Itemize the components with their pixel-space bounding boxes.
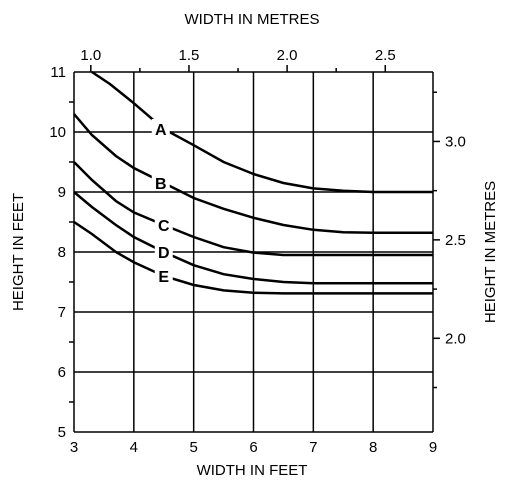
- curve-label-bg: [154, 215, 173, 233]
- y-tick-label: 9: [58, 184, 66, 201]
- curves: A B CDE: [73, 70, 433, 295]
- curve-c: [73, 161, 433, 257]
- curve-label-c: C: [158, 218, 170, 235]
- x2-tick-label: 2.5: [375, 47, 396, 64]
- x2-tick-label: 2.0: [277, 47, 298, 64]
- y-tick-label: 7: [58, 304, 66, 321]
- y2-tick-label: 3.0: [445, 133, 466, 150]
- x-tick-label: 4: [130, 439, 138, 456]
- bottom-axis-title: WIDTH IN FEET: [197, 462, 308, 479]
- curve-d: [73, 191, 433, 285]
- curve-label-bg: [154, 266, 173, 284]
- y2-tick-label: 2.5: [445, 232, 466, 249]
- curve-label-bg: [154, 242, 173, 260]
- x-tick-label: 9: [429, 439, 437, 456]
- curve-label-b: B: [155, 176, 167, 193]
- curve-label-a: A: [155, 122, 167, 139]
- x-tick-label: 8: [369, 439, 377, 456]
- axes: 3 4 5 6 7 8 9 5 6 7 8 9 10 11 1.0 1.5 2.0 2.5 2.0 2.5 3.0: [49, 47, 466, 456]
- curve-b: [73, 113, 433, 235]
- curve-label-d: D: [158, 245, 170, 262]
- right-axis-title: HEIGHT IN METRES: [482, 181, 499, 323]
- y2-tick-label: 2.0: [445, 330, 466, 347]
- y-tick-label: 10: [49, 124, 66, 141]
- x-tick-label: 6: [249, 439, 257, 456]
- x-tick-label: 5: [189, 439, 197, 456]
- grid-lines: [73, 71, 434, 433]
- top-axis-title: WIDTH IN METRES: [185, 11, 320, 28]
- curve-label-bg: [151, 173, 170, 191]
- curve-label-bg: [151, 119, 170, 137]
- x-tick-label: 3: [70, 439, 78, 456]
- x-tick-label: 7: [309, 439, 317, 456]
- y-tick-label: 11: [50, 64, 66, 81]
- x2-tick-label: 1.0: [80, 47, 101, 64]
- left-axis-title: HEIGHT IN FEET: [10, 193, 27, 311]
- curve-e: [73, 220, 433, 295]
- curve-label-e: E: [158, 269, 169, 286]
- x2-tick-label: 1.5: [179, 47, 200, 64]
- y-tick-label: 6: [58, 364, 66, 381]
- curve-a: [91, 70, 433, 194]
- y-tick-label: 8: [58, 244, 66, 261]
- y-tick-label: 5: [58, 424, 66, 441]
